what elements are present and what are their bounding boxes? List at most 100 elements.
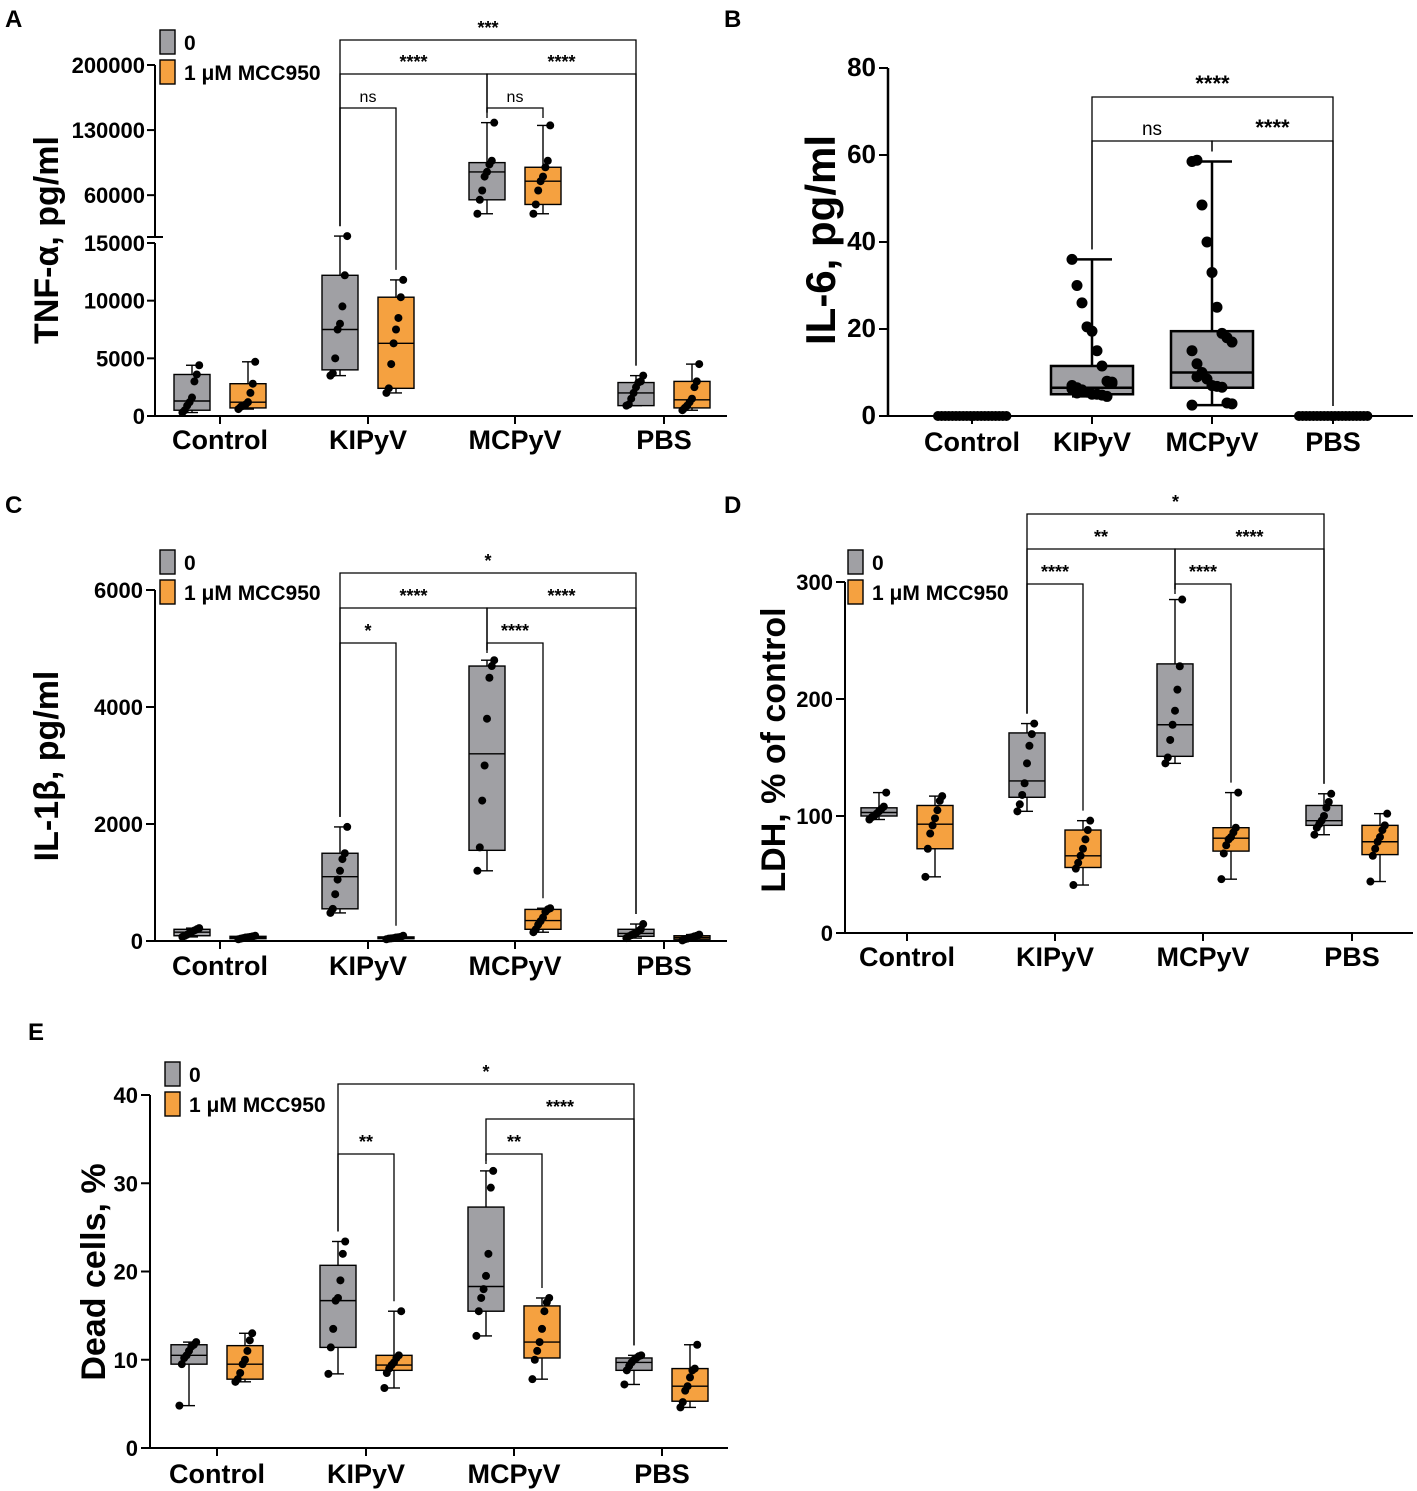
data-point bbox=[1366, 877, 1375, 886]
significance-label: ** bbox=[507, 1132, 521, 1152]
significance-bracket: **** bbox=[1174, 562, 1232, 783]
data-point bbox=[692, 377, 701, 386]
data-point bbox=[538, 1324, 546, 1333]
box-iqr bbox=[468, 665, 506, 852]
data-point bbox=[1018, 790, 1027, 799]
data-point bbox=[695, 930, 704, 939]
legend-swatch-untreated bbox=[159, 29, 176, 55]
category-label: PBS bbox=[1324, 942, 1380, 972]
y-axis-label: IL-1β, pg/ml bbox=[28, 671, 66, 862]
data-point bbox=[882, 788, 891, 797]
data-point bbox=[1071, 280, 1083, 291]
data-point bbox=[473, 209, 482, 218]
data-point bbox=[1030, 719, 1039, 728]
data-point bbox=[1091, 345, 1103, 357]
box-mcpyv-untreated bbox=[467, 1166, 505, 1340]
data-point bbox=[639, 920, 648, 929]
legend-label: 0 bbox=[189, 1064, 201, 1087]
data-point bbox=[1083, 826, 1092, 835]
data-point bbox=[1201, 236, 1213, 248]
data-point bbox=[539, 172, 547, 181]
data-point bbox=[248, 1329, 257, 1338]
data-point bbox=[479, 1285, 488, 1294]
category-label: PBS bbox=[634, 1459, 690, 1489]
legend-swatch-untreated bbox=[159, 549, 176, 575]
legend: 0 1 μM MCC950 bbox=[847, 549, 1009, 605]
legend-label: 1 μM MCC950 bbox=[184, 62, 321, 85]
data-point bbox=[639, 371, 648, 380]
panel-letter: B bbox=[724, 6, 741, 33]
panel-letter: C bbox=[5, 492, 22, 519]
data-point bbox=[1206, 266, 1218, 278]
legend-label: 1 μM MCC950 bbox=[189, 1094, 326, 1117]
significance-label: ** bbox=[1094, 527, 1108, 547]
bracket-line bbox=[1211, 140, 1334, 406]
data-point bbox=[1186, 399, 1198, 411]
data-point bbox=[1219, 849, 1228, 858]
significance-bracket: **** bbox=[339, 52, 488, 227]
data-point bbox=[338, 302, 347, 311]
data-point bbox=[1324, 797, 1333, 806]
y-tick-label: 0 bbox=[126, 1436, 138, 1461]
significance-bracket: ** bbox=[337, 1132, 395, 1302]
data-point bbox=[683, 1382, 692, 1391]
box-kipyv-untreated bbox=[1008, 719, 1046, 816]
data-point bbox=[387, 360, 396, 369]
data-point bbox=[397, 1307, 406, 1316]
data-point bbox=[478, 796, 487, 805]
data-point bbox=[340, 271, 349, 280]
bracket-line bbox=[1174, 583, 1232, 783]
significance-bracket: **** bbox=[485, 1097, 635, 1346]
data-point bbox=[236, 1368, 245, 1377]
data-point bbox=[928, 821, 937, 830]
significance-label: **** bbox=[546, 1097, 574, 1117]
significance-bracket: **** bbox=[486, 621, 544, 899]
data-point bbox=[251, 931, 260, 940]
box-pbs-mcc950 bbox=[673, 930, 711, 945]
data-point bbox=[341, 1237, 350, 1246]
data-point bbox=[535, 1338, 544, 1347]
y-tick-label: 130000 bbox=[72, 118, 145, 143]
significance-bracket: **** bbox=[486, 586, 637, 915]
bracket-line bbox=[486, 107, 544, 118]
data-point bbox=[326, 1343, 335, 1352]
data-point bbox=[1001, 411, 1012, 421]
category-label: MCPyV bbox=[468, 425, 561, 455]
data-point bbox=[923, 844, 932, 853]
data-point bbox=[485, 673, 494, 682]
data-point bbox=[938, 792, 947, 801]
box-control-mcc950 bbox=[229, 931, 267, 944]
box-pbs-untreated bbox=[1294, 411, 1373, 421]
data-point bbox=[334, 1293, 342, 1302]
box-mcpyv-mcc950 bbox=[523, 1293, 561, 1384]
data-point bbox=[472, 1331, 481, 1340]
data-point bbox=[175, 1401, 184, 1410]
data-point bbox=[1191, 358, 1203, 370]
box-pbs-untreated bbox=[617, 371, 655, 410]
box-pbs-mcc950 bbox=[673, 360, 711, 415]
significance-bracket: ** bbox=[485, 1132, 543, 1288]
data-point bbox=[195, 924, 204, 933]
y-tick-label: 40 bbox=[847, 226, 876, 256]
data-point bbox=[1368, 851, 1377, 860]
category-label: KIPyV bbox=[329, 425, 407, 455]
data-point bbox=[921, 872, 930, 881]
legend-swatch-mcc950 bbox=[159, 59, 176, 85]
box-kipyv-untreated bbox=[321, 822, 359, 917]
box-mcpyv-mcc950 bbox=[524, 904, 562, 937]
data-point bbox=[637, 1351, 646, 1360]
category-label: PBS bbox=[1305, 427, 1361, 457]
box-kipyv-untreated bbox=[319, 1237, 357, 1378]
y-tick-label: 15000 bbox=[84, 231, 145, 256]
data-point bbox=[1383, 809, 1392, 818]
data-point bbox=[343, 232, 352, 241]
data-point bbox=[1226, 398, 1238, 410]
bracket-line bbox=[486, 642, 544, 899]
data-point bbox=[533, 1346, 542, 1355]
data-point bbox=[484, 1249, 493, 1258]
significance-label: **** bbox=[1255, 115, 1290, 140]
category-label: Control bbox=[924, 427, 1020, 457]
data-point bbox=[241, 1355, 249, 1364]
data-point bbox=[1216, 381, 1228, 393]
